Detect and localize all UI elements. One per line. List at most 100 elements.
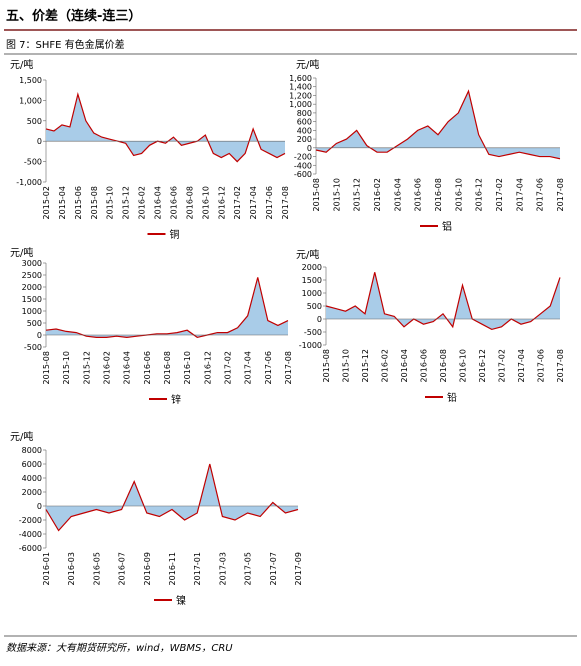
y-tick-label: 1,000 [19,96,42,105]
x-tick-label: 2015-08 [312,178,321,211]
y-tick-label: 2500 [22,271,42,280]
y-tick-label: 1,000 [289,100,312,109]
y-tick-label: 800 [297,109,312,118]
y-tick-label: 500 [307,302,322,311]
y-tick-label: -500 [24,158,42,167]
x-tick-label: 2015-10 [62,351,71,384]
x-tick-label: 2016-08 [439,349,448,382]
y-tick-label: 600 [297,118,312,127]
y-tick-label: 0 [37,502,42,511]
x-tick-label: 2015-12 [82,351,91,384]
line [45,91,286,163]
x-tick-label: 2016-12 [478,349,487,382]
x-tick-label: 2016-02 [138,186,147,219]
y-tick-label: 500 [27,117,42,126]
y-tick-label: -1,000 [16,178,42,187]
y-tick-label: 500 [27,319,42,328]
y-tick-label: 1,200 [289,91,312,100]
x-tick-label: 2016-04 [393,178,402,211]
x-tick-label: 2017-08 [556,178,565,211]
y-tick-label: -500 [304,328,322,337]
x-tick-label: 2017-09 [294,552,303,585]
y-tick-label: -500 [24,343,42,352]
y-tick-label: -6000 [19,544,42,553]
y-tick-label: 1500 [22,295,42,304]
x-tick-label: 2015-06 [74,186,83,219]
line [315,89,561,160]
x-tick-label: 2015-10 [106,186,115,219]
x-tick-label: 2017-06 [264,351,273,384]
y-tick-label: 4000 [22,474,42,483]
y-tick-label: 6000 [22,460,42,469]
y-tick-label: 0 [307,144,312,153]
y-tick-label: 3000 [22,259,42,268]
x-tick-label: 2015-12 [122,186,131,219]
x-tick-label: 2017-08 [281,186,290,219]
x-tick-label: 2016-11 [168,552,177,585]
x-tick-label: 2017-05 [244,552,253,585]
x-tick-label: 2016-04 [154,186,163,219]
y-tick-label: -4000 [19,530,42,539]
line [45,277,289,339]
area [46,277,288,338]
x-tick-label: 2017-08 [556,349,565,382]
x-tick-label: 2017-04 [244,351,253,384]
x-tick-label: 2015-08 [90,186,99,219]
y-tick-label: 0 [37,331,42,340]
figure-caption: 图 7：SHFE 有色金属价差 [6,38,125,51]
x-tick-label: 2016-10 [201,186,210,219]
area [46,464,298,531]
x-tick-label: 2015-10 [332,178,341,211]
x-tick-label: 2015-12 [361,349,370,382]
y-tick-label: 1000 [22,307,42,316]
legend-label: 镍 [176,594,186,607]
x-tick-label: 2016-05 [92,552,101,585]
x-tick-label: 2016-12 [475,178,484,211]
y-axis-label: 元/吨 [10,58,33,71]
y-axis-label: 元/吨 [296,248,319,261]
line [45,463,299,532]
area [316,91,560,159]
x-tick-label: 2017-03 [218,552,227,585]
y-tick-label: 1,500 [19,76,42,85]
x-tick-label: 2017-04 [517,349,526,382]
y-tick-label: 2000 [302,263,322,272]
x-tick-label: 2016-06 [420,349,429,382]
y-tick-label: 2000 [22,488,42,497]
y-tick-label: 200 [297,135,312,144]
y-tick-label: -400 [294,161,312,170]
area [326,272,560,330]
x-tick-label: 2017-02 [498,349,507,382]
x-tick-label: 2017-08 [284,351,293,384]
x-tick-label: 2017-02 [495,178,504,211]
x-tick-label: 2016-07 [118,552,127,585]
y-tick-label: 1,600 [289,74,312,83]
x-tick-label: 2016-10 [183,351,192,384]
x-tick-label: 2016-01 [42,552,51,585]
y-tick-label: 1500 [302,276,322,285]
x-tick-label: 2016-02 [373,178,382,211]
x-tick-label: 2015-02 [42,186,51,219]
x-tick-label: 2015-12 [353,178,362,211]
x-tick-label: 2015-08 [42,351,51,384]
x-tick-label: 2016-06 [169,186,178,219]
x-tick-label: 2016-10 [459,349,468,382]
x-tick-label: 2017-06 [537,349,546,382]
area [46,94,285,162]
x-tick-label: 2016-10 [454,178,463,211]
x-tick-label: 2017-02 [224,351,233,384]
legend-label: 铜 [170,229,180,241]
x-tick-label: 2015-10 [342,349,351,382]
x-tick-label: 2017-06 [265,186,274,219]
x-tick-label: 2017-04 [515,178,524,211]
x-tick-label: 2016-06 [414,178,423,211]
y-tick-label: -2000 [19,516,42,525]
x-tick-label: 2016-12 [203,351,212,384]
y-tick-label: 1000 [302,289,322,298]
x-tick-label: 2016-02 [381,349,390,382]
line [325,272,561,331]
section-title: 五、价差（连续-连三） [6,8,141,24]
x-tick-label: 2016-09 [143,552,152,585]
